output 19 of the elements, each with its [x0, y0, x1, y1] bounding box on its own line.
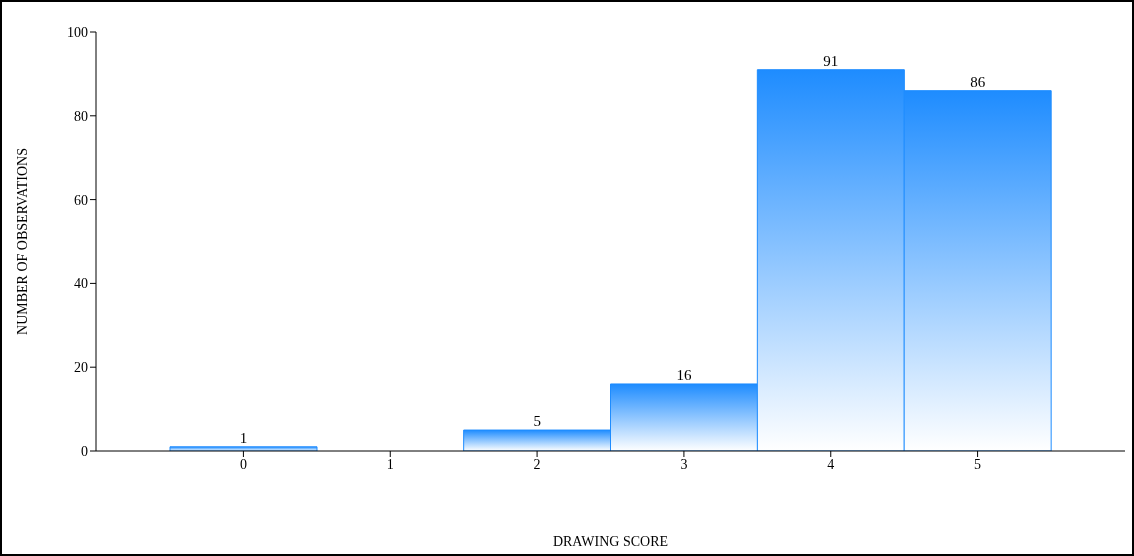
x-tick-label: 4	[827, 456, 835, 472]
data-label: 16	[676, 366, 692, 383]
x-axis-title: DRAWING SCORE	[552, 534, 669, 549]
y-tick-label: 80	[74, 108, 88, 124]
y-tick-label: 100	[67, 24, 88, 40]
y-tick-label: 40	[74, 276, 88, 292]
y-axis-title: NUMBER OF OBSERVATIONS	[14, 148, 30, 335]
x-tick-label: 0	[239, 456, 247, 472]
x-tick-label: 2	[533, 456, 541, 472]
x-tick-label: 5	[974, 456, 982, 472]
data-label: 91	[823, 52, 839, 69]
data-label: 5	[533, 413, 541, 430]
y-tick-label: 0	[81, 443, 88, 459]
x-tick-label: 3	[680, 456, 688, 472]
data-label: 1	[239, 429, 248, 446]
data-label: 86	[970, 73, 986, 90]
x-tick-label: 1	[386, 456, 394, 472]
y-tick-label: 60	[74, 192, 88, 208]
y-tick-label: 20	[74, 360, 88, 376]
